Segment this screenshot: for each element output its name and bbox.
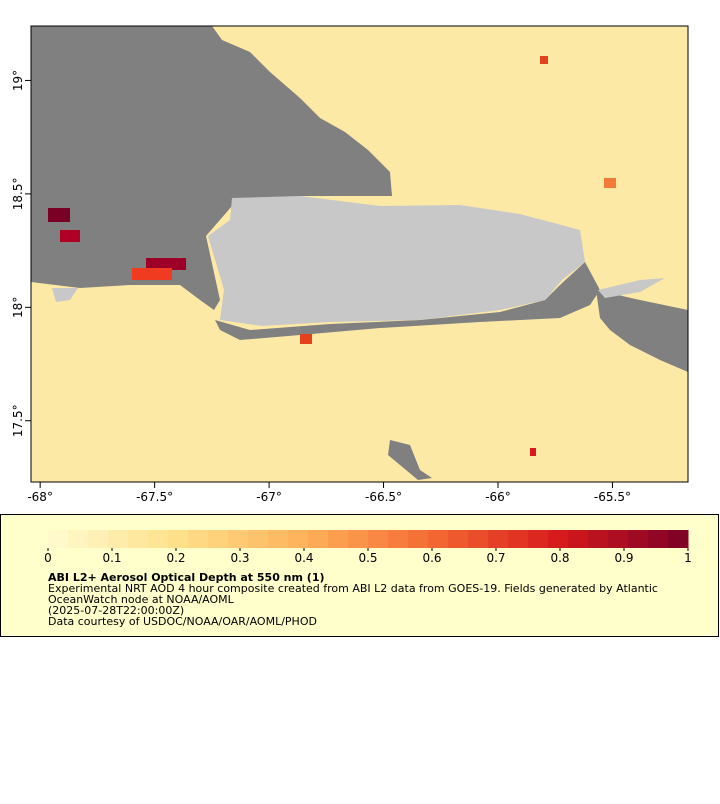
colorbar-segment [448, 530, 469, 548]
colorbar-tick-label: 0.1 [102, 551, 121, 565]
colorbar-segment [88, 530, 109, 548]
colorbar-segment [648, 530, 669, 548]
colorbar-segment [508, 530, 529, 548]
y-tick-label: 18.5° [11, 178, 25, 211]
colorbar-segment [568, 530, 589, 548]
x-tick-label: -68° [27, 490, 53, 504]
colorbar: 0 0.1 0.2 0.3 0.4 0.5 0.6 0.7 0.8 0.9 1 [44, 530, 692, 565]
colorbar-segment [228, 530, 249, 548]
colorbar-segment [288, 530, 309, 548]
no-data-region [388, 440, 432, 480]
colorbar-segment [48, 530, 69, 548]
colorbar-segment [548, 530, 569, 548]
aod-pixel [530, 448, 536, 456]
colorbar-tick-label: 0 [44, 551, 52, 565]
colorbar-tick-label: 0.2 [166, 551, 185, 565]
colorbar-segment [208, 530, 229, 548]
island [598, 278, 665, 298]
colorbar-segment [368, 530, 389, 548]
colorbar-tick-label: 0.7 [486, 551, 505, 565]
colorbar-segment [388, 530, 409, 548]
aod-pixel [48, 208, 70, 222]
caption-line: Data courtesy of USDOC/NOAA/OAR/AOML/PHO… [48, 615, 317, 628]
axes: -68° -67.5° -67° -66.5° -66° -65.5° 19° 18.5° 18… [11, 70, 631, 504]
colorbar-segment [348, 530, 369, 548]
colorbar-tick-label: 0.5 [358, 551, 377, 565]
colorbar-segment [608, 530, 629, 548]
colorbar-segment [428, 530, 449, 548]
colorbar-tick-label: 0.3 [230, 551, 249, 565]
map-frame [30, 25, 689, 483]
colorbar-segment [528, 530, 549, 548]
island [52, 288, 78, 302]
caption-title: ABI L2+ Aerosol Optical Depth at 550 nm … [48, 571, 325, 584]
caption-line: (2025-07-28T22:00:00Z) [48, 604, 184, 617]
colorbar-segment [628, 530, 649, 548]
colorbar-segment [188, 530, 209, 548]
aod-pixel [146, 258, 186, 270]
caption-line: OceanWatch node at NOAA/AOML [48, 593, 235, 606]
x-tick-label: -67.5° [136, 490, 173, 504]
aod-pixel [604, 178, 616, 188]
colorbar-segment [148, 530, 169, 548]
colorbar-tick-label: 0.9 [614, 551, 633, 565]
colorbar-tick-label: 0.8 [550, 551, 569, 565]
x-tick-label: -66° [485, 490, 511, 504]
no-data-region [215, 262, 600, 340]
caption-line: Experimental NRT AOD 4 hour composite cr… [48, 582, 658, 595]
colorbar-segment [108, 530, 129, 548]
island [208, 196, 585, 326]
colorbar-tick-label: 0.4 [294, 551, 313, 565]
colorbar-segment [268, 530, 289, 548]
x-tick-label: -65.5° [594, 490, 631, 504]
y-tick-label: 17.5° [11, 404, 25, 437]
aod-pixel [60, 230, 80, 242]
colorbar-segment [308, 530, 329, 548]
colorbar-segment [168, 530, 189, 548]
colorbar-segment [668, 530, 689, 548]
colorbar-segment [248, 530, 269, 548]
colorbar-segment [328, 530, 349, 548]
map [30, 25, 689, 483]
aod-pixel [540, 56, 548, 64]
x-tick-label: -66.5° [365, 490, 402, 504]
colorbar-tick-label: 0.6 [422, 551, 441, 565]
colorbar-segment [68, 530, 89, 548]
no-data-region [31, 26, 392, 310]
colorbar-segment [408, 530, 429, 548]
y-tick-label: 18° [11, 297, 25, 318]
colorbar-segment [468, 530, 489, 548]
colorbar-segment [588, 530, 609, 548]
y-tick-label: 19° [11, 70, 25, 91]
colorbar-segment [488, 530, 509, 548]
aod-pixel [300, 334, 312, 344]
colorbar-segment [128, 530, 149, 548]
colorbar-tick-label: 1 [684, 551, 692, 565]
no-data-region [596, 290, 688, 372]
aod-pixel [132, 268, 172, 280]
x-tick-label: -67° [256, 490, 282, 504]
